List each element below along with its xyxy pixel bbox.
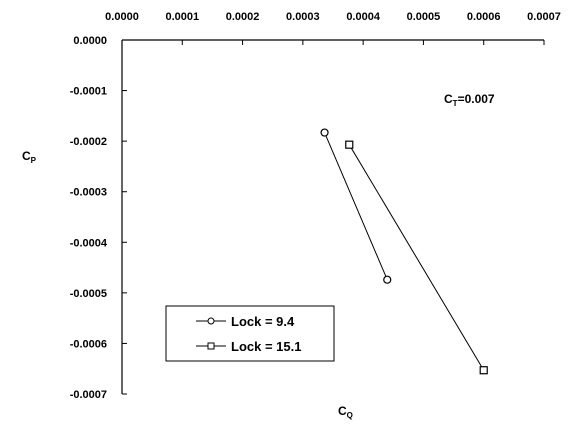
x-tick-label: 0.0000 [105, 11, 139, 23]
x-tick-label: 0.0003 [286, 11, 320, 23]
legend: Lock = 9.4 Lock = 15.1 [165, 305, 335, 362]
x-tick-label: 0.0001 [165, 11, 199, 23]
x-tick-label: 0.0006 [467, 11, 501, 23]
series-line-1 [348, 144, 485, 371]
y-tick-label: -0.0004 [70, 237, 108, 249]
data-point-square [345, 140, 354, 149]
x-axis-label: CQ [338, 404, 353, 420]
data-point-circle [383, 275, 392, 284]
data-point-circle [320, 128, 329, 137]
data-point-square [479, 366, 488, 375]
y-tick-label: -0.0003 [70, 187, 107, 199]
y-tick-label: -0.0006 [70, 338, 107, 350]
legend-marker-square [207, 342, 215, 350]
y-tick-label: -0.0005 [70, 288, 107, 300]
y-ticks: 0.0000 -0.0001 -0.0002 -0.0003 -0.0004 -0.000… [70, 35, 127, 401]
legend-label-lock-9-4: Lock = 9.4 [231, 314, 295, 329]
legend-marker-circle [207, 317, 215, 325]
series-line-0 [324, 132, 388, 280]
x-tick-label: 0.0004 [346, 11, 381, 23]
x-ticks: 0.0000 0.0001 0.0002 0.0003 0.0004 0.0005 0.00… [105, 11, 561, 45]
annotation-cl: CT=0.007 [444, 92, 495, 108]
y-tick-label: -0.0007 [70, 389, 107, 401]
series-layer [320, 128, 488, 375]
y-tick-label: -0.0002 [70, 136, 107, 148]
y-tick-label: -0.0001 [70, 86, 107, 98]
y-axis-label: CP [22, 149, 37, 165]
legend-label-lock-15-1: Lock = 15.1 [231, 339, 301, 354]
x-tick-label: 0.0005 [407, 11, 441, 23]
x-tick-label: 0.0007 [527, 11, 561, 23]
legend-box [165, 305, 335, 362]
axes [121, 39, 544, 394]
x-tick-label: 0.0002 [226, 11, 260, 23]
y-tick-label: 0.0000 [73, 35, 107, 47]
